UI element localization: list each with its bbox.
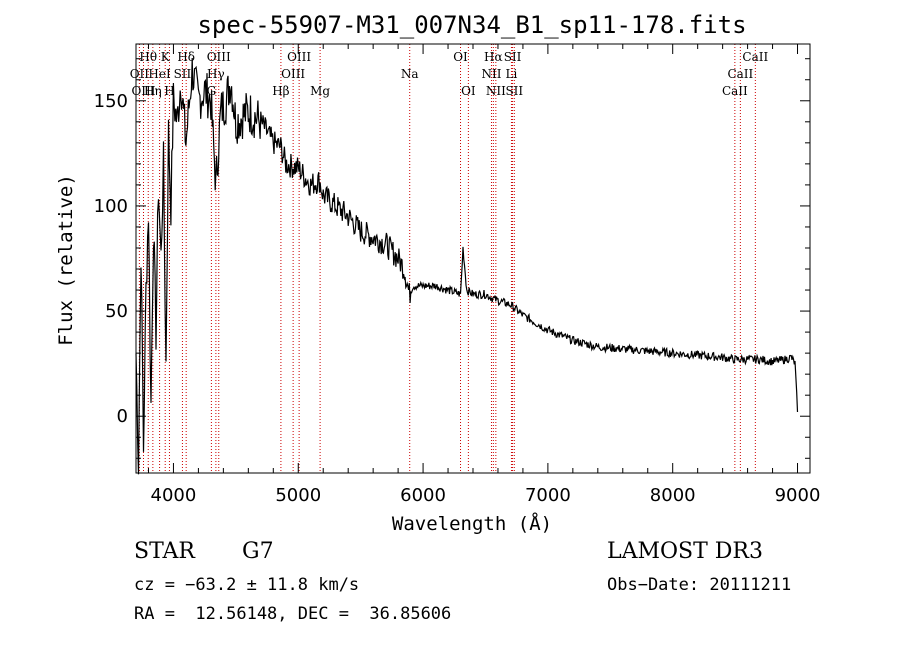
line-label-OIII: OIII — [287, 50, 311, 64]
axis-ticks: 4000 5000 6000 7000 8000 9000 0 50 100 150 — [94, 44, 821, 506]
line-label-SII: SII — [174, 67, 192, 81]
line-label-HeI: HeI — [148, 67, 171, 81]
x-tick-label: 6000 — [400, 485, 446, 506]
line-label-Mg: Mg — [310, 84, 330, 98]
x-tick-label: 8000 — [650, 485, 696, 506]
survey-name: LAMOST DR3 — [607, 539, 763, 564]
x-tick-label: 7000 — [525, 485, 571, 506]
line-label-OI: OI — [453, 50, 468, 64]
x-tick-label: 5000 — [275, 485, 321, 506]
line-label-CaII: CaII — [742, 50, 768, 64]
redshift-cz: cz = −63.2 ± 11.8 km/s — [134, 575, 360, 595]
obs-date: Obs−Date: 20111211 — [607, 575, 792, 595]
y-axis-label: Flux (relative) — [55, 174, 77, 346]
spectrum-line — [135, 57, 799, 475]
x-tick-label: 9000 — [775, 485, 821, 506]
line-label-SII: SII — [505, 84, 523, 98]
y-tick-label: 150 — [94, 91, 128, 112]
line-label-OII: OII — [130, 67, 150, 81]
line-label-CaII: CaII — [722, 84, 748, 98]
line-label-Hα: Hα — [484, 50, 503, 64]
line-label-NII: NII — [481, 67, 501, 81]
y-tick-label: 50 — [105, 301, 128, 322]
line-label-Hθ: Hθ — [139, 50, 157, 64]
y-tick-label: 0 — [117, 406, 128, 427]
line-label-Hγ: Hγ — [207, 67, 225, 81]
line-label-Na: Na — [401, 67, 419, 81]
chart-title: spec-55907-M31_007N34_B1_sp11-178.fits — [197, 11, 746, 39]
plot-frame — [135, 43, 811, 474]
object-subclass: G7 — [242, 539, 274, 564]
line-label-OIII: OIII — [207, 50, 231, 64]
line-label-OIII: OIII — [131, 84, 155, 98]
line-label-K: K — [161, 50, 171, 64]
line-label-Hδ: Hδ — [177, 50, 195, 64]
line-label-CaII: CaII — [727, 67, 753, 81]
x-tick-label: 4000 — [151, 485, 197, 506]
line-label-NII: NII — [486, 84, 506, 98]
line-label-SII: SII — [504, 50, 522, 64]
line-label-Hη: Hη — [144, 84, 162, 98]
x-axis-label: Wavelength (Å) — [392, 512, 552, 535]
coordinates: RA = 12.56148, DEC = 36.85606 — [134, 604, 452, 624]
line-label-Hβ: Hβ — [272, 84, 289, 98]
line-label-OI: OI — [461, 84, 476, 98]
y-tick-label: 100 — [94, 196, 128, 217]
line-label-Li: Li — [506, 67, 518, 81]
object-class: STAR — [134, 539, 195, 564]
line-label-OIII: OIII — [281, 67, 305, 81]
line-label-H: H — [164, 84, 174, 98]
